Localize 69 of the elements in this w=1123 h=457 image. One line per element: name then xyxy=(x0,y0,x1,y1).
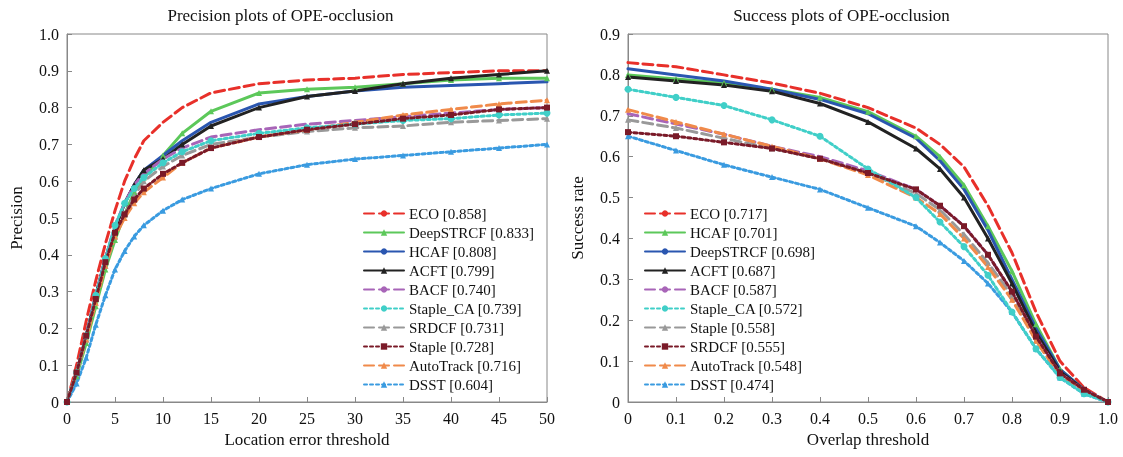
y-tick-label: 0.5 xyxy=(39,209,59,227)
x-tick-label: 20 xyxy=(251,409,267,427)
y-axis-title: Precision xyxy=(7,185,26,250)
y-tick-label: 0.3 xyxy=(39,283,59,301)
legend-label: AutoTrack [0.548] xyxy=(690,357,802,374)
x-tick-label: 0.7 xyxy=(954,409,974,427)
y-tick-label: 0.1 xyxy=(600,352,620,370)
y-tick-label: 0.6 xyxy=(39,172,59,190)
x-tick-label: 0.1 xyxy=(666,409,686,427)
x-tick-label: 0.3 xyxy=(762,409,782,427)
x-tick-label: 10 xyxy=(155,409,171,427)
x-tick-label: 1.0 xyxy=(1098,409,1118,427)
y-tick-label: 0.8 xyxy=(600,66,620,84)
y-tick-label: 0.7 xyxy=(39,135,59,153)
x-tick-label: 50 xyxy=(539,409,555,427)
y-tick-label: 0.6 xyxy=(600,148,620,166)
legend-label: DeepSTRCF [0.833] xyxy=(409,224,534,241)
x-tick-label: 0.4 xyxy=(810,409,830,427)
x-tick-label: 35 xyxy=(395,409,411,427)
x-tick-label: 15 xyxy=(203,409,219,427)
y-tick-label: 0.5 xyxy=(600,189,620,207)
legend-label: SRDCF [0.731] xyxy=(409,319,505,336)
legend-label: DSST [0.604] xyxy=(409,376,493,393)
y-tick-label: 0.4 xyxy=(600,229,620,247)
legend-label: HCAF [0.701] xyxy=(690,224,778,241)
legend-label: BACF [0.587] xyxy=(690,281,777,298)
x-tick-label: 0.5 xyxy=(858,409,878,427)
chart-title: Success plots of OPE-occlusion xyxy=(733,6,951,25)
x-axis-title: Overlap threshold xyxy=(806,429,930,449)
legend-label: AutoTrack [0.716] xyxy=(409,357,521,374)
legend-label: DSST [0.474] xyxy=(690,376,774,393)
y-tick-label: 0.8 xyxy=(39,99,59,117)
x-tick-label: 30 xyxy=(347,409,363,427)
y-tick-label: 0.9 xyxy=(600,25,620,43)
y-tick-label: 0.3 xyxy=(600,270,620,288)
x-tick-label: 0.2 xyxy=(714,409,734,427)
legend-label: DeepSTRCF [0.698] xyxy=(690,243,815,260)
x-tick-label: 25 xyxy=(299,409,315,427)
x-tick-label: 0.9 xyxy=(1050,409,1070,427)
x-tick-label: 45 xyxy=(491,409,507,427)
chart-title: Precision plots of OPE-occlusion xyxy=(167,6,395,25)
x-tick-label: 0.6 xyxy=(906,409,926,427)
legend-label: BACF [0.740] xyxy=(409,281,496,298)
y-tick-label: 0 xyxy=(51,393,59,411)
y-tick-label: 0.2 xyxy=(600,311,620,329)
y-tick-label: 0.1 xyxy=(39,356,59,374)
legend-label: ACFT [0.799] xyxy=(409,262,495,279)
x-tick-label: 0.8 xyxy=(1002,409,1022,427)
legend-label: ECO [0.717] xyxy=(690,205,768,222)
legend-label: ECO [0.858] xyxy=(409,205,487,222)
y-tick-label: 0 xyxy=(612,393,620,411)
legend-label: Staple [0.558] xyxy=(690,319,775,336)
y-tick-label: 0.2 xyxy=(39,319,59,337)
x-tick-label: 0 xyxy=(624,409,632,427)
x-tick-label: 0 xyxy=(63,409,71,427)
legend-label: SRDCF [0.555] xyxy=(690,338,786,355)
x-tick-label: 5 xyxy=(111,409,119,427)
legend-label: Staple_CA [0.572] xyxy=(690,300,803,317)
legend-label: Staple [0.728] xyxy=(409,338,494,355)
x-axis-title: Location error threshold xyxy=(224,429,391,449)
y-tick-label: 0.4 xyxy=(39,246,59,264)
legend-label: HCAF [0.808] xyxy=(409,243,497,260)
legend-label: Staple_CA [0.739] xyxy=(409,300,522,317)
y-tick-label: 0.7 xyxy=(600,107,620,125)
y-tick-label: 1.0 xyxy=(39,25,59,43)
y-tick-label: 0.9 xyxy=(39,62,59,80)
x-tick-label: 40 xyxy=(443,409,459,427)
legend-label: ACFT [0.687] xyxy=(690,262,776,279)
y-axis-title: Success rate xyxy=(568,176,587,260)
